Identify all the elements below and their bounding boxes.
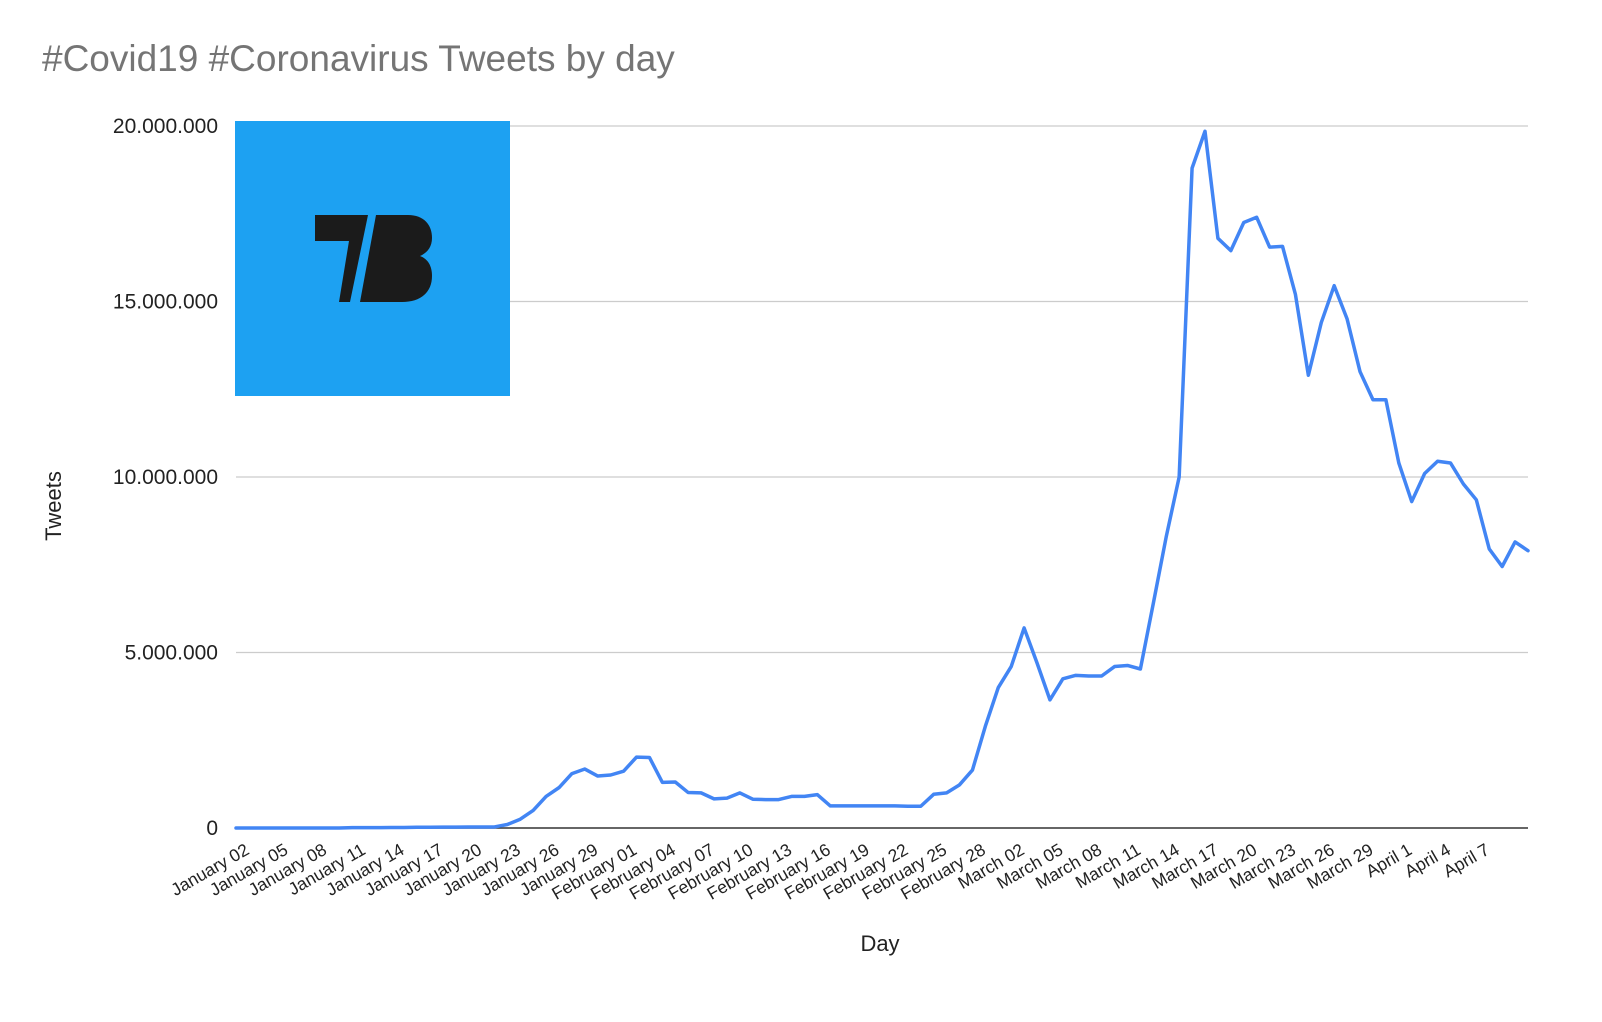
y-tick-label: 5.000.000 [125, 642, 218, 665]
chart-title: #Covid19 #Coronavirus Tweets by day [42, 38, 675, 79]
y-tick-label: 0 [206, 817, 218, 840]
y-axis-title: Tweets [41, 471, 66, 541]
x-tick-label: April 7 [1440, 839, 1493, 881]
y-axis-ticks: 0 5.000.000 10.000.000 15.000.000 20.000.000 [113, 115, 218, 840]
y-tick-label: 15.000.000 [113, 291, 218, 314]
y-tick-label: 10.000.000 [113, 466, 218, 489]
y-tick-label: 20.000.000 [113, 115, 218, 138]
series-line-tweets [234, 129, 1530, 830]
logo-tb-icon [315, 215, 432, 302]
logo [235, 121, 510, 396]
x-axis-title: Day [860, 931, 899, 956]
